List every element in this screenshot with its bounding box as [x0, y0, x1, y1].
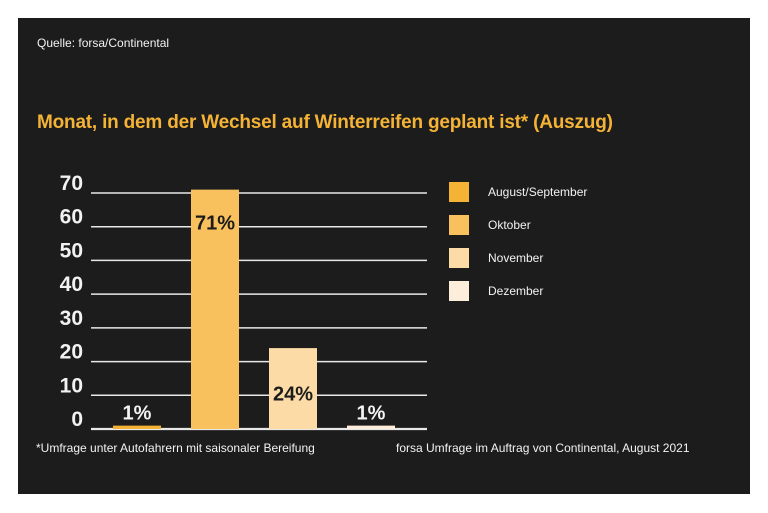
bars — [113, 189, 395, 429]
legend-item: Oktober — [449, 208, 587, 241]
chart-title: Monat, in dem der Wechsel auf Winterreif… — [37, 112, 613, 133]
y-tick-label: 20 — [60, 341, 83, 364]
legend-label: November — [488, 250, 544, 265]
legend: August/September Oktober November Dezemb… — [449, 175, 587, 307]
y-tick-label: 60 — [60, 206, 83, 229]
source-text: Quelle: forsa/Continental — [37, 36, 170, 50]
bar — [113, 425, 161, 429]
bar — [269, 348, 317, 429]
footnote: *Umfrage unter Autofahrern mit saisonale… — [36, 441, 315, 455]
y-tick-label: 0 — [71, 408, 83, 431]
legend-item: August/September — [449, 175, 587, 208]
bar — [191, 189, 239, 429]
legend-swatch — [449, 247, 469, 268]
data-label: 1% — [123, 403, 152, 425]
data-label: 1% — [357, 403, 386, 425]
data-label: 24% — [273, 383, 313, 405]
legend-item: Dezember — [449, 274, 587, 307]
legend-swatch — [449, 280, 469, 301]
data-label: 71% — [195, 213, 235, 235]
legend-label: Dezember — [488, 283, 544, 298]
bar — [347, 425, 395, 429]
legend-label: August/September — [488, 184, 588, 199]
y-tick-label: 50 — [60, 239, 83, 262]
data-labels: 1% 71% 24% 1% — [123, 213, 386, 425]
legend-swatch — [449, 214, 469, 235]
credit-text: forsa Umfrage im Auftrag von Continental… — [396, 441, 690, 455]
y-tick-label: 10 — [60, 374, 83, 397]
chart-panel — [18, 18, 750, 494]
y-tick-label: 40 — [60, 273, 83, 296]
y-axis-ticks: 0 10 20 30 40 50 60 70 — [60, 172, 83, 431]
legend-item: November — [449, 241, 587, 274]
legend-label: Oktober — [488, 217, 531, 232]
legend-swatch — [449, 181, 469, 202]
y-tick-label: 70 — [60, 172, 83, 195]
gridlines — [91, 192, 427, 431]
y-tick-label: 30 — [60, 307, 83, 330]
